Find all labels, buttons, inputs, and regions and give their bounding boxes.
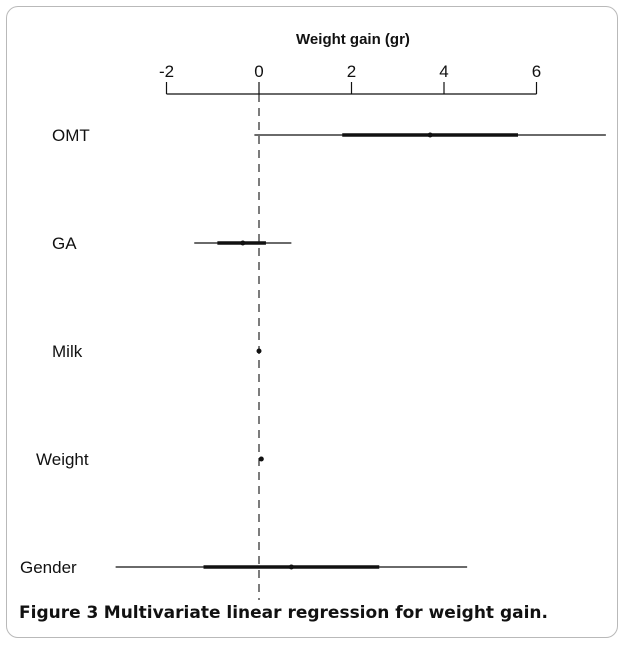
x-axis-tick-label: -2 xyxy=(159,62,174,81)
row-label: GA xyxy=(52,234,77,253)
estimate-point xyxy=(288,564,294,570)
x-axis-title: Weight gain (gr) xyxy=(296,31,410,48)
figure-frame xyxy=(6,6,618,638)
x-axis-tick-label: 6 xyxy=(532,62,541,81)
x-axis-tick-label: 4 xyxy=(439,62,448,81)
figure-caption-text: Multivariate linear regression for weigh… xyxy=(103,603,548,623)
row-label: Gender xyxy=(20,558,77,577)
x-axis-tick-label: 2 xyxy=(347,62,356,81)
estimate-point xyxy=(240,240,246,246)
figure-caption: Figure 3 Multivariate linear regression … xyxy=(19,603,548,623)
estimate-point xyxy=(256,348,262,354)
estimate-point xyxy=(258,456,264,462)
row-label: Weight xyxy=(36,450,89,469)
row-label: OMT xyxy=(52,126,90,145)
estimate-point xyxy=(427,132,433,138)
x-axis-tick-label: 0 xyxy=(254,62,263,81)
figure-caption-label: Figure 3 xyxy=(19,603,99,623)
row-label: Milk xyxy=(52,342,83,361)
